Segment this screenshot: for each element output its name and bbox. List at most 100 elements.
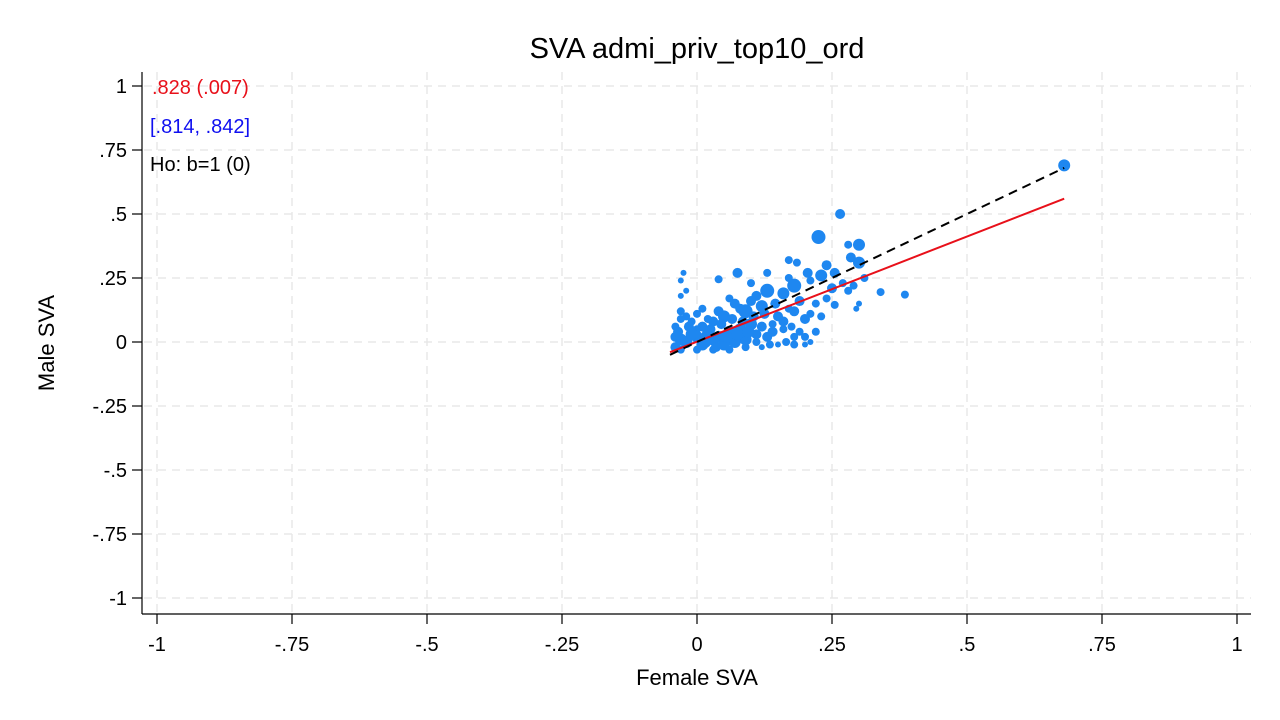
scatter-point [815,269,828,282]
scatter-point [784,274,793,282]
scatter-point [758,344,765,351]
x-axis-ticks: -1 -.75 -.5 -.25 0 .25 .5 .75 1 [148,614,1243,656]
scatter-point [792,258,801,267]
scatter-point [801,332,809,341]
y-tick-label: .75 [99,140,127,162]
scatter-point [683,287,690,294]
scatter-point [777,287,790,300]
scatter-point [876,288,885,297]
scatter-point [790,340,799,349]
scatter-point [782,338,791,346]
scatter-point [747,279,755,288]
scatter-point [787,278,802,293]
y-tick-label: -.75 [93,524,127,546]
y-tick-label: -.5 [104,460,127,482]
scatter-point [716,319,727,330]
scatter-point [811,327,820,336]
scatter-point [752,338,761,346]
chart-title: SVA admi_priv_top10_ord [530,33,865,65]
scatter-point [844,286,853,295]
scatter-point [790,332,799,341]
x-tick-label: .25 [818,634,846,656]
scatter-point [710,342,721,353]
scatter-point [714,275,723,284]
scatter-point [760,283,775,298]
scatter-point [817,312,826,321]
x-tick-label: 0 [691,634,702,656]
scatter-point [787,322,796,331]
y-tick-label: .5 [110,204,127,226]
scatter-point [795,327,804,336]
annotation-hypothesis: Ho: b=1 (0) [150,154,251,176]
scatter-point [821,260,832,271]
scatter-point [811,230,826,245]
scatter-point [731,328,744,341]
scatter-point [779,325,788,334]
scatter-point [705,324,716,335]
scatter-point [853,305,860,312]
scatter-points [670,159,1071,354]
scatter-point [802,341,808,348]
scatter-point [765,340,774,349]
scatter-point [853,256,865,269]
scatter-point [830,300,839,309]
x-tick-label: 1 [1231,634,1242,656]
scatter-point [720,330,733,343]
scatter-point [677,292,684,299]
x-tick-label: .5 [959,634,976,656]
y-tick-label: -1 [109,588,127,610]
scatter-point [811,299,820,308]
y-tick-label: 1 [116,76,127,98]
scatter-point [741,343,750,352]
scatter-point [703,314,712,323]
scatter-point [1058,159,1071,172]
x-axis-label: Female SVA [636,665,758,690]
annotation-estimate: .828 (.007) [152,77,249,99]
scatter-point [802,267,813,278]
y-tick-label: 0 [116,332,127,354]
scatter-point [756,321,767,332]
scatter-point [732,267,743,278]
scatter-point [806,309,815,318]
x-tick-label: -1 [148,634,166,656]
scatter-point [683,321,694,332]
scatter-point [900,290,909,299]
y-tick-label: .25 [99,268,127,290]
scatter-point [767,326,778,337]
x-tick-label: -.25 [545,634,579,656]
x-tick-label: .75 [1088,634,1116,656]
scatter-point [845,252,856,263]
scatter-point [835,209,846,219]
annotation-ci: [.814, .842] [150,116,250,138]
scatter-point [698,304,707,313]
y-axis-ticks: -1 -.75 -.5 -.25 0 .25 .5 .75 1 [93,76,142,610]
scatter-point [849,281,858,290]
scatter-point [742,325,755,338]
scatter-point [693,309,701,318]
scatter-point [676,314,685,323]
scatter-point [784,256,793,265]
reference-line [669,167,1065,356]
scatter-point [674,333,687,346]
scatter-point [680,269,687,276]
scatter-point [725,294,734,303]
scatter-point [807,339,814,345]
scatter-point [856,300,862,307]
fit-line [669,197,1065,354]
scatter-point [778,316,789,327]
scatter-point [822,294,831,303]
y-tick-label: -.25 [93,396,127,418]
x-tick-label: -.75 [275,634,309,656]
scatter-point [746,296,756,307]
scatter-point [727,313,738,324]
scatter-point [677,277,684,284]
scatter-point [853,238,865,251]
scatter-point [768,320,777,329]
scatter-point [775,341,781,348]
scatter-point [713,306,724,317]
scatter-point [806,276,815,285]
x-tick-label: -.5 [415,634,438,656]
grid-lines [144,72,1251,612]
y-axis-label: Male SVA [34,295,59,392]
